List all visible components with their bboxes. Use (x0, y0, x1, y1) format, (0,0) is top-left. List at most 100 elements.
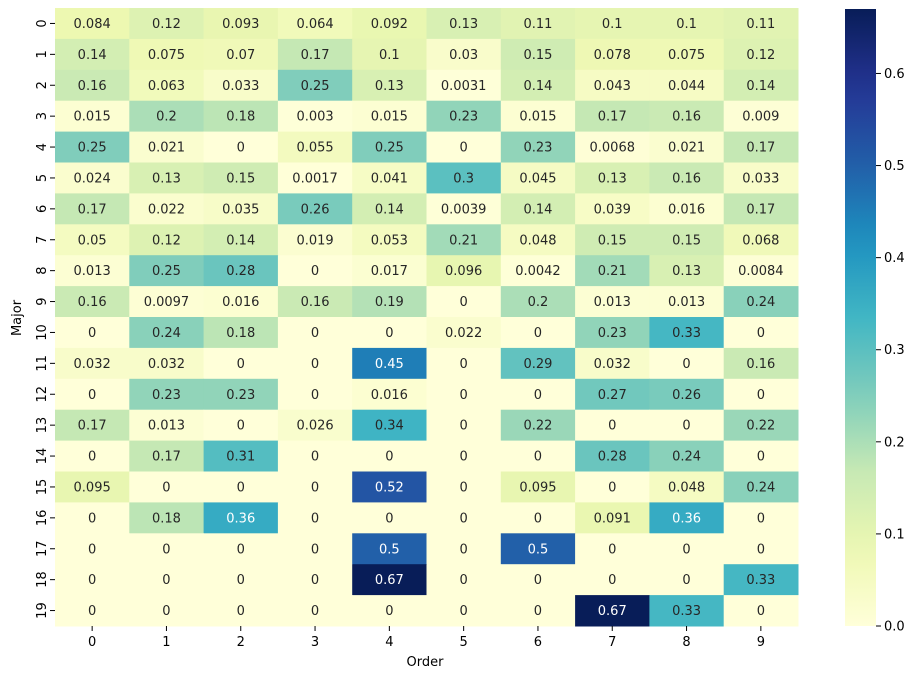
heatmap-cell (129, 595, 205, 627)
heatmap-cell (352, 471, 427, 503)
cell-value-label: 0.16 (78, 295, 107, 310)
cell-value-label: 0 (682, 573, 690, 588)
cell-value-label: 0.039 (594, 202, 631, 217)
heatmap-cell (575, 440, 650, 472)
cell-value-label: 0.0017 (292, 171, 338, 186)
y-tick-label: 10 (35, 324, 50, 341)
cell-value-label: 0 (237, 480, 245, 495)
heatmap-cell (649, 8, 725, 40)
heatmap-cell (277, 317, 353, 349)
cell-value-label: 0.053 (371, 233, 408, 248)
heatmap-cell (277, 471, 353, 503)
heatmap-cell (203, 193, 279, 225)
heatmap-cell (426, 347, 502, 380)
cell-value-label: 0.013 (594, 295, 631, 310)
heatmap-cell (426, 471, 502, 503)
heatmap-cell (426, 224, 502, 256)
cell-value-label: 0.25 (301, 79, 330, 94)
y-tick-label: 19 (35, 602, 50, 619)
cell-value-label: 0 (162, 604, 170, 619)
heatmap-cell (203, 224, 279, 256)
cell-value-label: 0 (237, 357, 245, 372)
heatmap-cell (426, 100, 502, 133)
heatmap-cell (426, 8, 502, 40)
cell-value-label: 0.048 (668, 480, 705, 495)
heatmap-cell (500, 193, 576, 225)
cell-value-label: 0.16 (672, 171, 701, 186)
cell-value-label: 0 (237, 419, 245, 434)
cell-value-label: 0.45 (375, 357, 404, 372)
heatmap-cell (55, 38, 130, 71)
cell-value-label: 0.12 (152, 17, 181, 32)
y-tick-label: 7 (35, 236, 50, 244)
cell-value-label: 0.064 (296, 17, 333, 32)
heatmap-cell (426, 193, 502, 225)
cell-value-label: 0.13 (375, 79, 404, 94)
heatmap-cell (352, 317, 427, 349)
cell-value-label: 0 (608, 542, 616, 557)
y-tick-label: 14 (35, 448, 50, 465)
heatmap-cell (203, 409, 279, 442)
cell-value-label: 0 (608, 419, 616, 434)
heatmap-cell (649, 502, 725, 534)
cell-value-label: 0.0039 (441, 202, 487, 217)
heatmap-cell (129, 286, 205, 318)
y-tick-label: 1 (35, 50, 50, 58)
cell-value-label: 0 (682, 357, 690, 372)
cell-value-label: 0.043 (594, 79, 631, 94)
cell-value-label: 0.12 (152, 233, 181, 248)
y-tick-label: 6 (35, 205, 50, 213)
cell-value-label: 0.5 (528, 542, 549, 557)
heatmap-cell (575, 533, 650, 565)
heatmap-cell (277, 409, 353, 442)
cell-value-label: 0 (311, 450, 319, 465)
cell-value-label: 0.041 (371, 171, 408, 186)
heatmap-cell (55, 378, 130, 411)
cell-value-label: 0.18 (152, 511, 181, 526)
heatmap-cell (55, 347, 130, 380)
heatmap-cell (500, 69, 576, 102)
y-tick-label: 11 (35, 355, 50, 372)
cell-value-label: 0.34 (375, 419, 404, 434)
heatmap-cell (649, 286, 725, 318)
y-tick-label: 12 (35, 386, 50, 403)
cell-value-label: 0.07 (226, 48, 255, 63)
cell-value-label: 0.18 (226, 326, 255, 341)
colorbar-tick-label: 0.2 (884, 435, 905, 450)
heatmap-cell (352, 564, 427, 596)
heatmap-cell (575, 471, 650, 503)
cell-value-label: 0.16 (301, 295, 330, 310)
heatmap-cell (723, 8, 799, 40)
cell-value-label: 0 (237, 141, 245, 156)
heatmap-cell (203, 8, 279, 40)
cell-value-label: 0.15 (598, 233, 627, 248)
cell-value-label: 0 (88, 511, 96, 526)
cell-value-label: 0 (534, 511, 542, 526)
cell-value-label: 0.2 (156, 110, 177, 125)
colorbar-tick-label: 0.6 (884, 67, 905, 82)
heatmap-cell (55, 8, 130, 40)
heatmap-cell (55, 69, 130, 102)
heatmap-cell (55, 317, 130, 349)
y-tick-label: 0 (35, 19, 50, 27)
cell-value-label: 0.14 (78, 48, 107, 63)
cell-value-label: 0 (460, 357, 468, 372)
heatmap-cell (55, 595, 130, 627)
heatmap-cell (277, 564, 353, 596)
heatmap-cell (203, 533, 279, 565)
heatmap-cell (426, 564, 502, 596)
x-tick-label: 4 (385, 635, 393, 650)
y-tick-label: 4 (35, 143, 50, 151)
heatmap-cell (203, 564, 279, 596)
heatmap-cell (55, 100, 130, 133)
cell-value-label: 0.078 (594, 48, 631, 63)
cell-value-label: 0.044 (668, 79, 705, 94)
heatmap-cell (649, 69, 725, 102)
cell-value-label: 0.093 (222, 17, 259, 32)
cell-value-label: 0.5 (379, 542, 400, 557)
cell-value-label: 0.18 (226, 110, 255, 125)
heatmap-cell (129, 347, 205, 380)
heatmap-cell (500, 224, 576, 256)
heatmap-cell (500, 440, 576, 472)
cell-value-label: 0.36 (226, 511, 255, 526)
